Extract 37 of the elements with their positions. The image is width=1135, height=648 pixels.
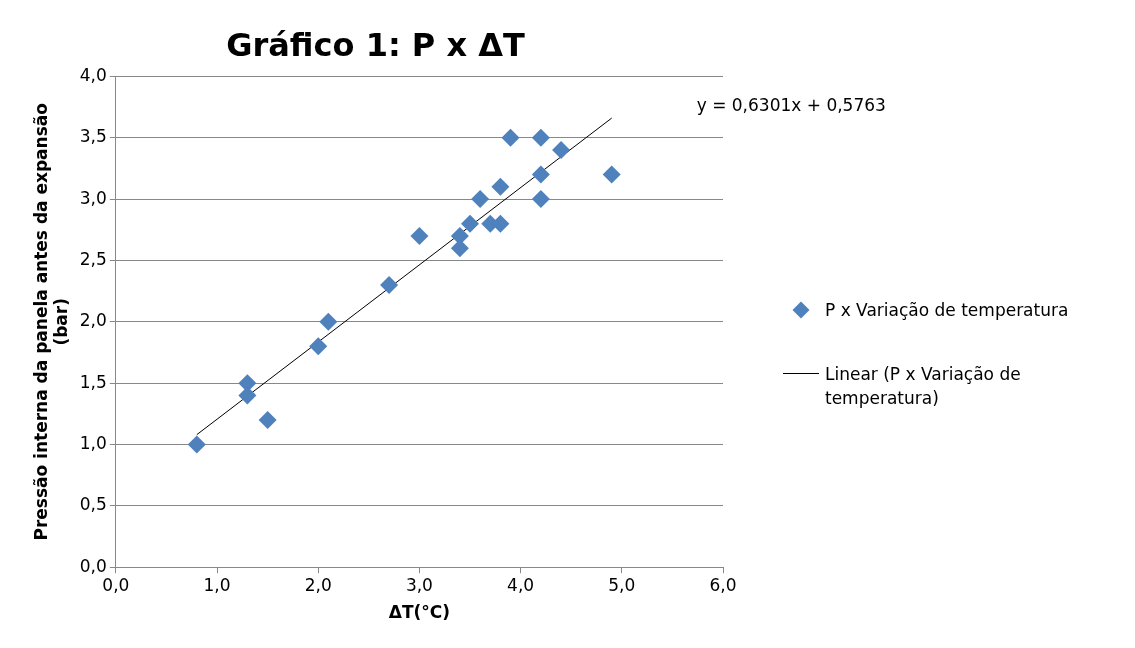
y-axis-title: Pressão interna da panela antes da expansão (bar) (30, 103, 72, 541)
point (531, 165, 550, 184)
legend-label: P x Variação de temperatura (825, 299, 1070, 322)
annotation: y = 0,6301x + 0,5763 (696, 94, 886, 115)
point (491, 177, 510, 196)
point (187, 435, 206, 454)
y-tick-label: 3,0 (79, 187, 107, 208)
x-tick-label: 2,0 (304, 574, 332, 595)
point (258, 410, 277, 429)
y-tick-label: 2,5 (79, 248, 107, 269)
y-tick-label: 1,0 (79, 432, 107, 453)
y-tick-label: 2,0 (79, 310, 107, 331)
point (319, 312, 338, 331)
point (501, 128, 520, 147)
x-tick-label: 0,0 (102, 574, 130, 595)
point (380, 275, 399, 294)
y-tick-label: 3,5 (79, 126, 107, 147)
point (410, 226, 429, 245)
point (309, 337, 328, 356)
point (602, 165, 621, 184)
point (531, 190, 550, 209)
y-tick-label: 0,0 (79, 555, 107, 576)
x-tick-label: 4,0 (507, 574, 535, 595)
point (461, 214, 480, 233)
y-tick-label: 1,5 (79, 371, 107, 392)
point (531, 128, 550, 147)
point (552, 141, 571, 160)
x-tick-label: 1,0 (203, 574, 231, 595)
y-tick-label: 0,5 (79, 494, 107, 515)
chart-title: Gráfico 1: P x ΔT (226, 25, 525, 64)
legend-label: Linear (P x Variação de temperatura) (825, 363, 1022, 410)
y-tick-label: 4,0 (79, 64, 107, 85)
point (471, 190, 490, 209)
x-tick-label: 5,0 (608, 574, 636, 595)
x-axis-title: ΔT(°C) (388, 602, 451, 623)
x-tick-label: 6,0 (709, 574, 737, 595)
x-tick-label: 3,0 (405, 574, 433, 595)
